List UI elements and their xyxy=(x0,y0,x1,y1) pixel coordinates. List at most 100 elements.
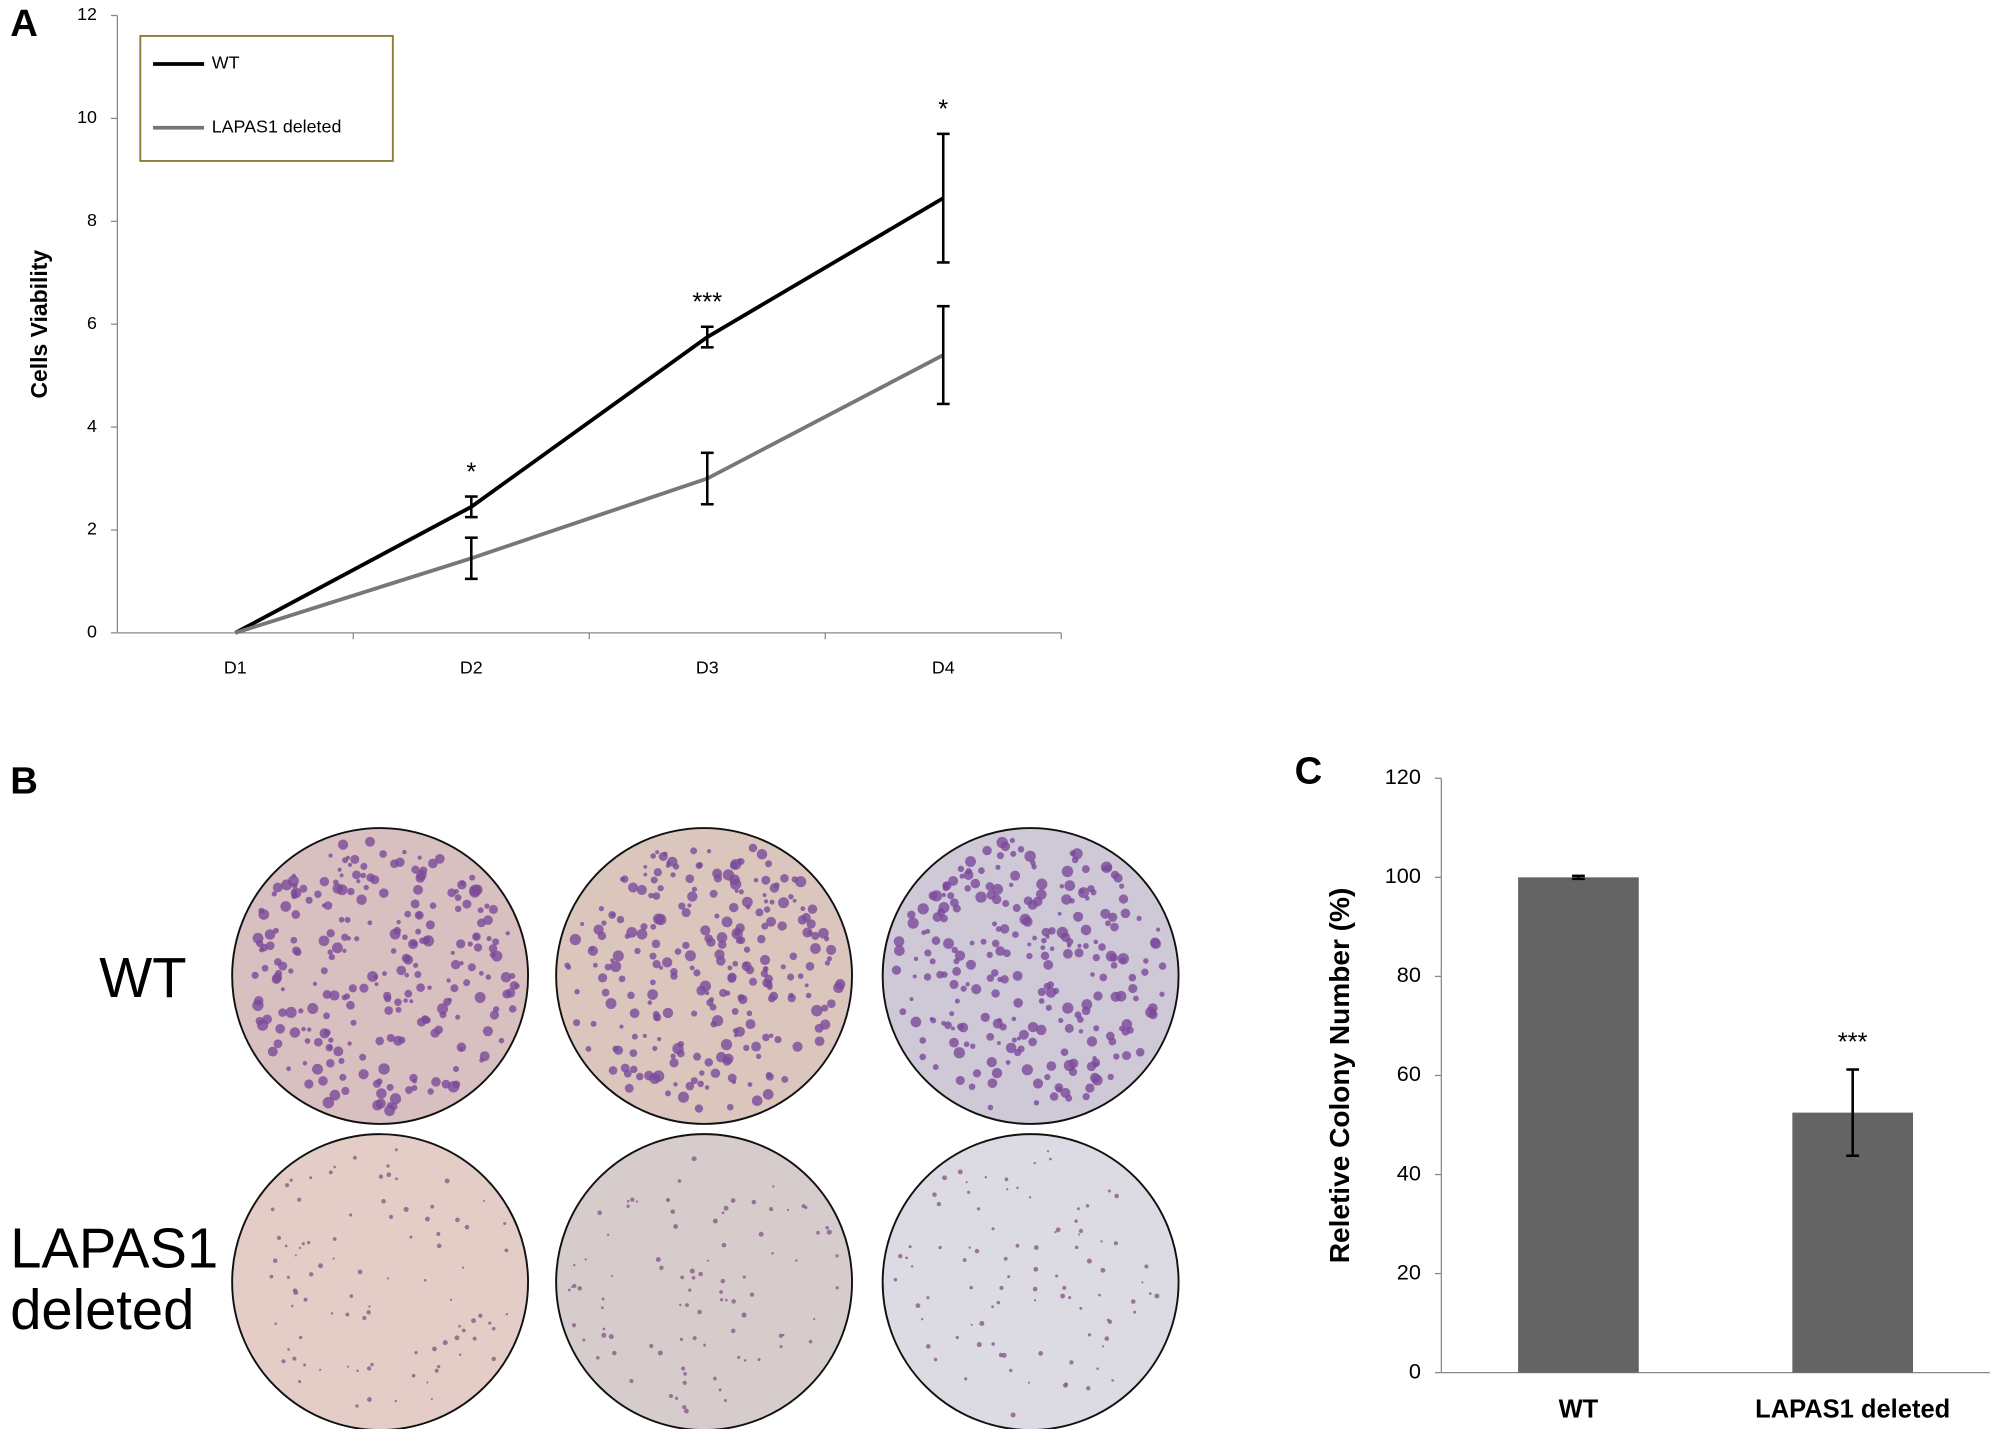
colony xyxy=(437,1003,449,1015)
colony xyxy=(298,1335,303,1340)
colony xyxy=(814,1023,824,1033)
colony xyxy=(573,1264,576,1267)
colony xyxy=(427,1088,434,1095)
colony xyxy=(288,968,294,974)
colony xyxy=(628,882,639,893)
colony xyxy=(995,946,1006,956)
colony xyxy=(411,865,420,874)
colony xyxy=(307,1002,319,1014)
colony xyxy=(271,891,277,897)
colony xyxy=(461,1328,466,1333)
colony xyxy=(601,988,610,997)
colony xyxy=(580,921,585,926)
colony xyxy=(390,948,397,954)
colony xyxy=(1082,1093,1090,1101)
colony xyxy=(969,940,975,946)
colony xyxy=(405,1086,413,1094)
colony xyxy=(747,1082,753,1088)
colony xyxy=(936,1201,942,1207)
colony xyxy=(378,1174,384,1179)
colony xyxy=(692,1336,697,1341)
colony xyxy=(1120,908,1131,919)
colony xyxy=(252,999,264,1012)
colony xyxy=(690,847,698,855)
colony xyxy=(805,992,812,999)
colony xyxy=(265,941,275,951)
colony xyxy=(732,960,739,967)
colony xyxy=(751,1041,762,1052)
colony xyxy=(919,1037,927,1044)
colony xyxy=(690,1077,698,1085)
colony xyxy=(1118,894,1129,904)
colony xyxy=(933,1357,938,1362)
colony xyxy=(1058,1017,1064,1024)
colony xyxy=(995,926,1002,932)
colony xyxy=(679,1303,682,1307)
colony xyxy=(610,958,615,963)
colony xyxy=(976,1341,982,1348)
colony xyxy=(319,876,330,887)
colony xyxy=(1104,1336,1110,1341)
colony xyxy=(303,1297,308,1302)
colony xyxy=(309,1176,313,1180)
colony xyxy=(684,950,696,962)
colony xyxy=(1032,935,1037,941)
colony xyxy=(383,991,392,1000)
colony xyxy=(665,863,671,868)
colony xyxy=(299,884,308,893)
colony xyxy=(997,976,1003,983)
colony xyxy=(372,1100,383,1111)
colony xyxy=(991,1067,1003,1079)
colony xyxy=(969,1285,973,1290)
colony xyxy=(929,958,936,965)
colony xyxy=(835,1254,839,1258)
colony xyxy=(360,872,367,879)
colony xyxy=(1078,1029,1084,1034)
colony xyxy=(273,1039,283,1049)
colony xyxy=(1060,932,1071,942)
colony xyxy=(601,1297,605,1301)
colony xyxy=(1033,1161,1036,1165)
colony xyxy=(893,936,905,947)
colony xyxy=(388,1214,394,1219)
colony xyxy=(498,1037,505,1044)
colony xyxy=(761,922,769,930)
colony xyxy=(267,1046,278,1057)
colony xyxy=(362,1315,367,1321)
colony xyxy=(683,1408,689,1414)
colony xyxy=(745,904,751,910)
colony xyxy=(269,1274,274,1279)
colony xyxy=(479,1051,490,1062)
line-series xyxy=(234,196,945,635)
colony xyxy=(944,1021,952,1030)
colony xyxy=(313,1037,323,1047)
colony xyxy=(600,1306,604,1310)
colony xyxy=(293,889,298,894)
colony xyxy=(978,867,985,874)
colony xyxy=(280,987,285,992)
colony xyxy=(1057,911,1062,916)
colony xyxy=(425,920,435,930)
colony xyxy=(573,1019,581,1027)
colony xyxy=(1128,973,1137,982)
colony xyxy=(729,902,739,913)
colony xyxy=(359,983,369,993)
colony xyxy=(382,971,387,977)
colony xyxy=(1062,1002,1074,1014)
colony xyxy=(1002,949,1011,958)
colony xyxy=(963,870,974,881)
colony xyxy=(1002,899,1010,908)
colony xyxy=(378,1063,390,1075)
colony xyxy=(477,907,484,914)
colony xyxy=(825,1226,829,1230)
colony xyxy=(1073,911,1084,922)
colony xyxy=(976,1207,981,1211)
colony xyxy=(634,947,641,955)
colony xyxy=(472,1336,477,1341)
colony xyxy=(774,1035,782,1044)
colony xyxy=(327,949,333,955)
colony xyxy=(319,1368,322,1371)
colony xyxy=(1093,991,1103,1001)
colony xyxy=(1005,1042,1017,1054)
colony xyxy=(1015,1243,1020,1248)
